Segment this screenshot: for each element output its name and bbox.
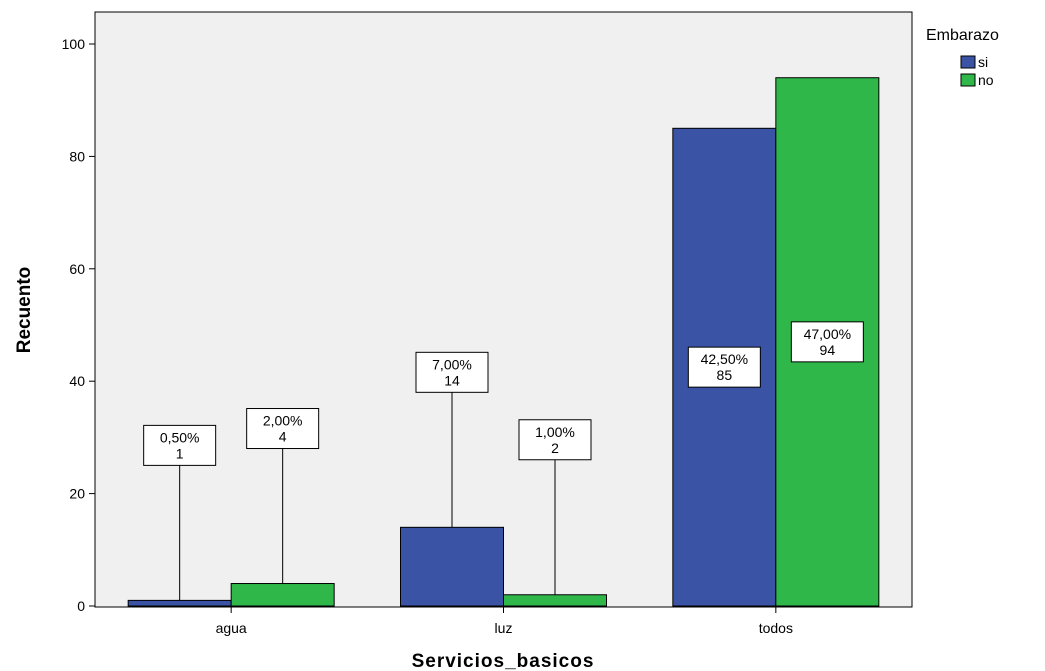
data-label-box — [687, 346, 761, 388]
x-tick-label: luz — [495, 620, 513, 636]
legend: Embarazo si no — [926, 27, 999, 88]
legend-swatch-si — [960, 55, 976, 69]
x-axis-title: Servicios_basicos — [412, 651, 595, 671]
data-label-count: 1 — [176, 445, 184, 461]
legend-title: Embarazo — [926, 27, 999, 44]
y-tick-label: 40 — [69, 373, 85, 389]
data-label-count: 85 — [717, 367, 733, 383]
legend-label-si: si — [978, 54, 988, 70]
bar-si-luz — [400, 526, 504, 607]
data-label-percent: 1,00% — [535, 424, 575, 440]
y-tick-label: 80 — [69, 148, 85, 164]
data-label-percent: 2,00% — [263, 413, 303, 429]
bar-no-agua — [230, 583, 335, 607]
data-label-box — [246, 408, 320, 450]
x-tick-label: todos — [759, 620, 793, 636]
y-tick-label: 60 — [69, 261, 85, 277]
legend-swatch-no — [960, 73, 976, 87]
bar-si-agua — [127, 599, 232, 607]
x-tick-label: agua — [216, 620, 247, 636]
data-label-count: 4 — [279, 429, 287, 445]
y-axis: 0 20 40 60 80 100 — [62, 36, 95, 614]
data-label-percent: 42,50% — [701, 351, 748, 367]
y-axis-title: Recuento — [14, 267, 35, 354]
y-tick-label: 20 — [69, 486, 85, 502]
data-label-percent: 0,50% — [160, 429, 200, 445]
x-axis: agua luz todos — [216, 607, 793, 636]
data-label-percent: 7,00% — [432, 356, 472, 372]
data-label-box — [415, 351, 489, 393]
data-labels: 0,50%12,00%47,00%141,00%242,50%8547,00%9… — [143, 321, 864, 601]
y-tick-label: 0 — [77, 598, 85, 614]
data-label-count: 14 — [444, 372, 460, 388]
y-tick-label: 100 — [62, 36, 86, 52]
bar-no-luz — [503, 594, 607, 607]
data-label-count: 94 — [820, 342, 836, 358]
data-label-count: 2 — [551, 440, 559, 456]
legend-label-no: no — [978, 72, 994, 88]
data-label-box — [143, 424, 217, 466]
data-label-box — [518, 419, 592, 461]
data-label-percent: 47,00% — [804, 326, 851, 342]
data-label-box — [790, 321, 864, 363]
